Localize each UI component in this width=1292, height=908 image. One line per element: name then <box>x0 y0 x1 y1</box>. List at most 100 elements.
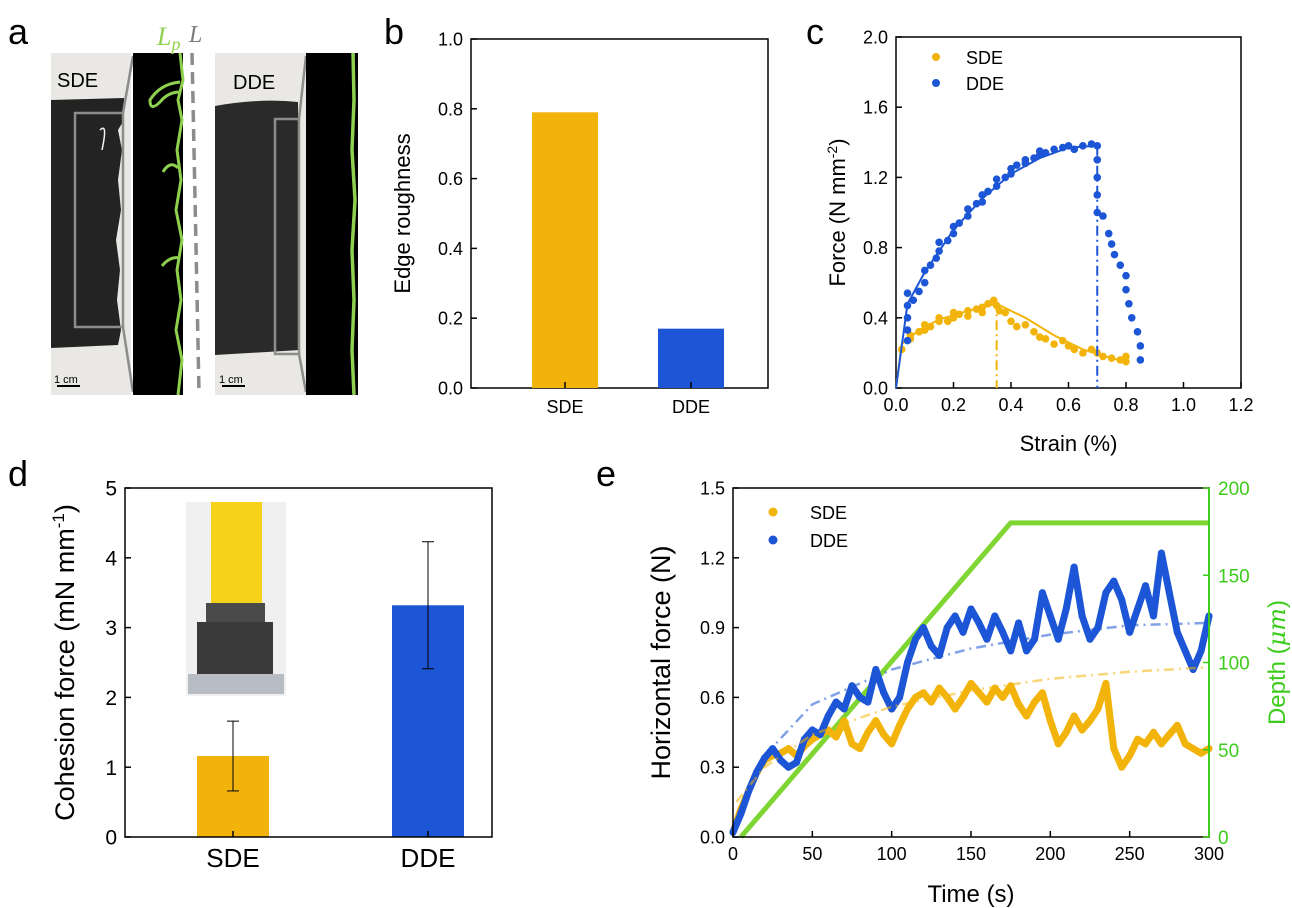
chart-e-point-sde <box>872 717 880 725</box>
chart-c-ytick-label: 0.4 <box>863 308 888 328</box>
chart-c-point-dde <box>909 296 918 305</box>
chart-c-point-dde <box>903 336 912 345</box>
chart-c-point-dde <box>1136 342 1145 350</box>
chart-e-point-dde <box>1165 589 1173 597</box>
chart-e-point-sde <box>1070 712 1078 720</box>
chart-c-point-dde <box>1136 356 1145 364</box>
chart-b-category-label: SDE <box>546 397 583 417</box>
chart-e-point-dde <box>1197 647 1205 655</box>
chart-c-point-dde <box>943 236 952 245</box>
chart-e-y2tick-label: 0 <box>1218 828 1229 849</box>
chart-c-point-sde <box>1001 308 1010 317</box>
chart-c-point-sde <box>1079 349 1087 357</box>
inset-electrode <box>197 622 273 676</box>
chart-e-point-sde <box>1181 740 1189 748</box>
chart-e-point-dde <box>951 612 959 620</box>
chart-c-point-dde <box>1093 142 1102 150</box>
chart-c-point-dde <box>903 326 912 334</box>
chart-c-point-sde <box>964 306 972 315</box>
chart-c-point-dde <box>1125 299 1133 308</box>
chart-d-ytick-label: 0 <box>105 827 117 850</box>
chart-c-point-dde <box>1107 240 1116 248</box>
chart-c-point-sde <box>949 308 958 317</box>
chart-e-point-sde <box>848 740 856 748</box>
chart-c-point-dde <box>920 266 929 275</box>
chart-b-ytick-label: 0.4 <box>438 239 463 259</box>
chart-e-point-dde <box>808 726 816 734</box>
chart-c-point-dde <box>920 278 929 287</box>
chart-e-point-sde <box>1078 726 1086 734</box>
chart-c-point-sde <box>935 314 943 322</box>
chart-b-ytick-label: 0.0 <box>438 378 463 398</box>
chart-e-line-dde <box>729 549 1213 836</box>
chart-e-point-dde <box>1157 549 1165 557</box>
chart-e-point-dde <box>1110 577 1118 585</box>
chart-e-point-dde <box>1142 582 1150 590</box>
chart-e-point-dde <box>872 665 880 673</box>
chart-c-point-sde <box>943 317 952 326</box>
chart-c-point-dde <box>935 238 943 247</box>
chart-e-y2label-main: Depth ( <box>1264 646 1291 725</box>
chart-c-point-sde <box>984 299 992 308</box>
chart-e-y2tick-label: 150 <box>1218 566 1250 587</box>
sde-branch-2 <box>161 163 180 173</box>
chart-e-point-dde <box>1173 628 1181 636</box>
chart-c-point-dde <box>1007 164 1015 173</box>
chart-e-legend-label-sde: SDE <box>810 503 847 523</box>
chart-e-point-sde <box>1118 763 1126 771</box>
chart-c-point-dde <box>926 261 935 269</box>
chart-c-point-sde <box>972 305 981 313</box>
chart-e-point-sde <box>1142 740 1150 748</box>
chart-c-point-dde <box>1030 154 1038 162</box>
sde-zoom-box <box>73 111 125 329</box>
chart-e-point-dde <box>824 712 832 720</box>
inset-yellow-tape <box>211 502 262 606</box>
chart-c-point-dde <box>903 314 912 322</box>
chart-d-plot-frame <box>124 487 493 838</box>
chart-e-point-dde <box>1070 563 1078 571</box>
chart-e-point-dde <box>999 628 1007 636</box>
chart-e-point-dde <box>1015 619 1023 627</box>
chart-e-point-dde <box>1126 628 1134 636</box>
chart-c-point-dde <box>1021 156 1030 164</box>
chart-e-xlabel: Time (s) <box>927 881 1014 908</box>
sde-photo-label: SDE <box>57 70 98 92</box>
chart-c-point-dde <box>1093 208 1102 217</box>
chart-c-xtick-label: 0.4 <box>998 395 1023 415</box>
dde-photo-label: DDE <box>233 72 275 94</box>
chart-d-ytick-label: 5 <box>105 478 117 501</box>
sde-photo: SDE 1 cm <box>51 53 135 395</box>
chart-e-horizontal-force: 0.00.30.60.91.21.50 50 100 150 200 250 3000501… <box>646 478 1291 908</box>
chart-c-point-dde <box>1093 156 1102 164</box>
chart-e-ytick-label: 1.2 <box>700 548 725 568</box>
chart-e-point-dde <box>1094 624 1102 632</box>
chart-e-point-dde <box>816 731 824 739</box>
chart-c-point-dde <box>1110 250 1119 259</box>
chart-e-point-sde <box>808 735 816 743</box>
chart-e-point-sde <box>1126 752 1134 760</box>
chart-e-plot-frame <box>732 487 1210 838</box>
chart-c-point-dde <box>1116 261 1125 269</box>
chart-c-point-sde <box>1035 333 1044 341</box>
sde-zoom-line-bottom <box>121 326 135 393</box>
chart-e-point-sde <box>1046 717 1054 725</box>
panel-c-letter: c <box>806 11 824 52</box>
chart-c-legend-label-sde: SDE <box>966 48 1003 68</box>
chart-e-point-sde <box>1023 712 1031 720</box>
chart-c-point-dde <box>1122 285 1130 294</box>
chart-b-ytick-label: 0.8 <box>438 99 463 119</box>
peel-test-inset-photo <box>186 502 286 696</box>
chart-e-point-sde <box>1094 705 1102 713</box>
chart-e-ytick-label: 0.6 <box>700 688 725 708</box>
chart-c-ylabel-end: ) <box>825 138 850 145</box>
chart-d-ylabel-main: Cohesion force (mN mm <box>50 528 80 821</box>
chart-c-point-sde <box>1116 356 1125 364</box>
chart-c-point-dde <box>1001 173 1010 182</box>
chart-c-legend-label-dde: DDE <box>966 74 1004 94</box>
chart-e-point-dde <box>943 624 951 632</box>
chart-c-point-sde <box>1050 340 1058 348</box>
chart-e-point-dde <box>959 628 967 636</box>
chart-e-point-sde <box>1149 728 1157 736</box>
chart-c-xtick-label: 0.8 <box>1113 395 1138 415</box>
chart-e-point-sde <box>919 689 927 697</box>
